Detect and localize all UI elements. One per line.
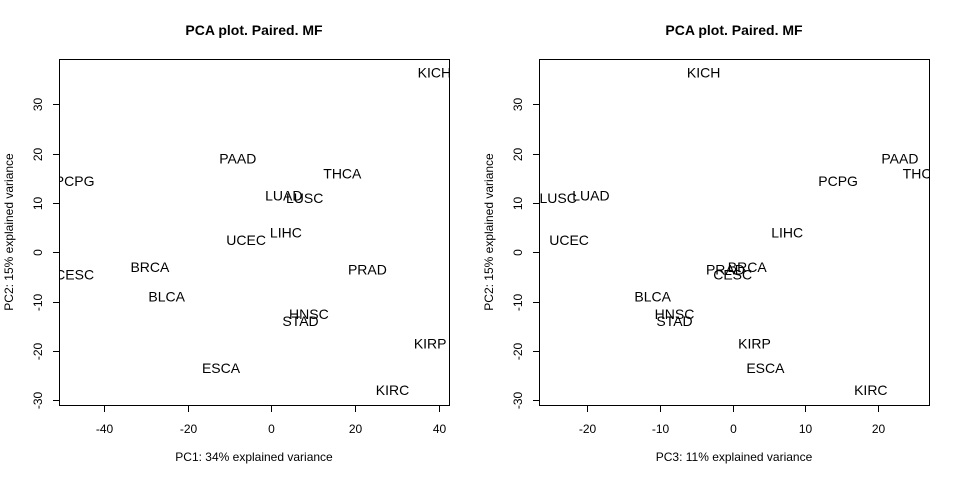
point-label-brca: BRCA [728,259,768,275]
point-label-prad: PRAD [706,261,745,277]
x-tick-label: -20 [579,422,597,436]
point-label-ucec: UCEC [226,232,266,248]
x-tick-label: 20 [349,422,363,436]
y-axis-label: PC2: 15% explained variance [2,153,16,311]
y-tick-label: 30 [31,98,45,112]
point-label-brca: BRCA [130,259,170,275]
point-label-blca: BLCA [634,289,671,305]
x-tick-label: -40 [96,422,114,436]
point-label-ucec: UCEC [549,232,589,248]
plot-frame [539,59,930,406]
point-label-kich: KICH [418,64,451,80]
y-tick-label: -30 [31,392,45,410]
point-label-blca: BLCA [148,289,185,305]
point-label-esca: ESCA [202,360,241,376]
point-label-lusc: LUSC [539,190,576,206]
x-axis: -20 -10 0 10 20 [579,405,886,436]
point-label-paad: PAAD [219,151,256,167]
x-tick-label: -10 [652,422,670,436]
y-tick-label: -30 [511,392,525,410]
y-tick-label: 0 [31,249,45,256]
y-axis-label: PC2: 15% explained variance [482,153,496,311]
panel-title: PCA plot. Paired. MF [665,22,803,38]
point-label-esca: ESCA [746,360,785,376]
y-tick-label: 10 [31,197,45,211]
x-axis: -40 -20 0 20 40 [96,405,447,436]
x-tick-label: 0 [268,422,275,436]
point-label-pcpg: PCPG [55,173,95,189]
y-axis: -30 -20 -10 0 10 20 30 [511,98,540,410]
y-tick-label: 0 [511,249,525,256]
point-label-luad: LUAD [265,188,302,204]
y-tick-label: -20 [511,343,525,361]
x-tick-label: 20 [872,422,886,436]
point-label-paad: PAAD [881,151,918,167]
y-tick-label: 30 [511,98,525,112]
point-label-stad: STAD [282,313,318,329]
point-label-luad: LUAD [572,188,609,204]
point-label-kirc: KIRC [376,382,409,398]
point-label-pcpg: PCPG [818,173,858,189]
x-axis-label: PC1: 34% explained variance [175,450,333,464]
x-tick-label: -20 [180,422,198,436]
y-tick-label: 10 [511,197,525,211]
point-label-stad: STAD [656,313,692,329]
x-tick-label: 10 [799,422,813,436]
y-tick-label: -10 [31,294,45,312]
y-tick-label: -10 [511,294,525,312]
x-axis-label: PC3: 11% explained variance [656,450,813,464]
point-label-lusc: LUSC [286,190,323,206]
point-label-cesc: CESC [713,266,752,282]
point-label-kirc: KIRC [854,382,887,398]
y-tick-label: 20 [31,148,45,162]
x-tick-label: 40 [433,422,447,436]
pca-panel-pc1-pc2: PCA plot. Paired. MF PC1: 34% explained … [2,22,451,464]
point-label-thca: THCA [903,165,942,181]
point-label-kich: KICH [687,64,720,80]
point-label-cesc: CESC [55,266,94,282]
point-label-lihc: LIHC [771,225,803,241]
point-label-kirp: KIRP [738,335,771,351]
panel-title: PCA plot. Paired. MF [185,22,323,38]
point-label-lihc: LIHC [270,225,302,241]
y-tick-label: 20 [511,148,525,162]
x-tick-label: 0 [730,422,737,436]
point-label-thca: THCA [323,165,362,181]
point-label-hnsc: HNSC [289,306,329,322]
pca-panel-pc3-pc2: PCA plot. Paired. MF PC3: 11% explained … [482,22,942,464]
y-tick-label: -20 [31,343,45,361]
point-label-prad: PRAD [348,261,387,277]
y-axis: -30 -20 -10 0 10 20 30 [31,98,60,410]
point-label-hnsc: HNSC [655,306,695,322]
point-label-kirp: KIRP [414,335,447,351]
